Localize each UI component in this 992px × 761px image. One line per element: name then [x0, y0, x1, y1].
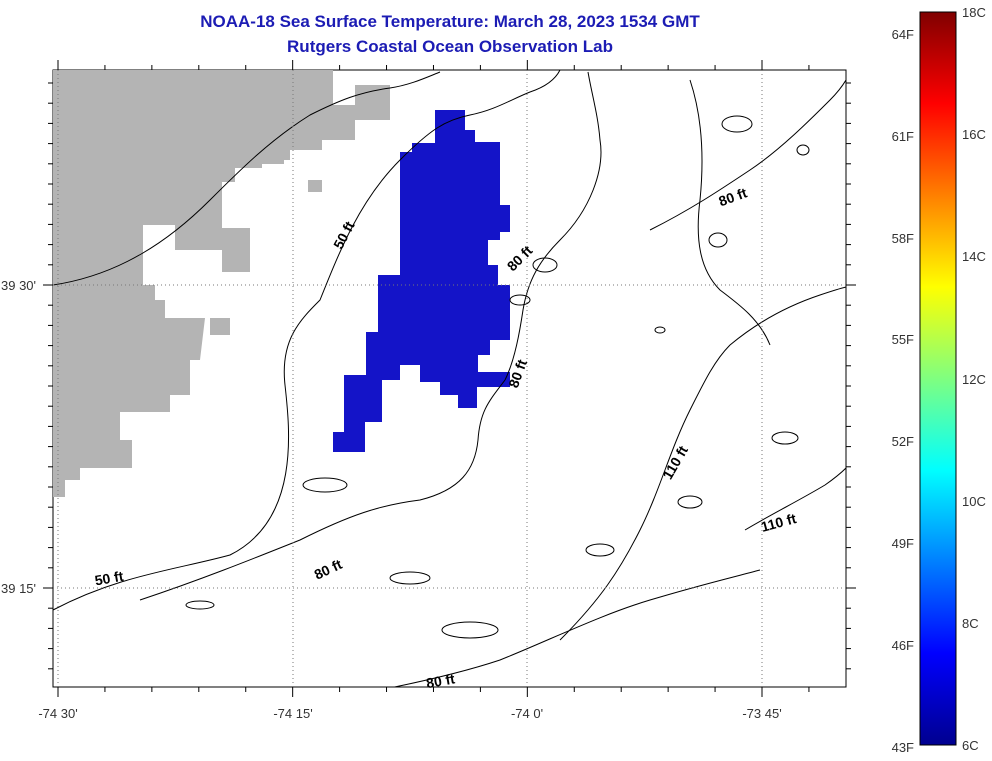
- colorbar-f-label: 58F: [892, 231, 914, 246]
- colorbar-c-labels: 18C 16C 14C 12C 10C 8C 6C: [962, 5, 986, 753]
- contour-island: [654, 326, 666, 334]
- lon-label: -74 30': [38, 706, 77, 721]
- map-subtitle: Rutgers Coastal Ocean Observation Lab: [287, 37, 613, 56]
- contour-island: [721, 115, 753, 133]
- lon-label: -74 0': [511, 706, 543, 721]
- land-island: [95, 328, 165, 410]
- lat-axis-labels: 39 30' 39 15': [1, 278, 36, 596]
- lat-label: 39 30': [1, 278, 36, 293]
- contour-island: [302, 477, 348, 493]
- lon-axis-labels: -74 30' -74 15' -74 0' -73 45': [38, 706, 781, 721]
- contour-island: [585, 543, 615, 557]
- lat-label: 39 15': [1, 581, 36, 596]
- colorbar-f-label: 55F: [892, 332, 914, 347]
- contour-island: [532, 257, 558, 273]
- contour-island: [708, 232, 728, 248]
- land-fragment: [262, 150, 284, 164]
- contour-line-deep: [689, 79, 771, 346]
- graticule: [53, 70, 846, 687]
- contour-island: [796, 144, 810, 156]
- temperature-colorbar: [919, 11, 957, 746]
- lon-label: -74 15': [273, 706, 312, 721]
- colorbar-f-label: 52F: [892, 434, 914, 449]
- colorbar-c-label: 8C: [962, 616, 979, 631]
- colorbar-c-label: 6C: [962, 738, 979, 753]
- colorbar-c-label: 10C: [962, 494, 986, 509]
- contour-island: [389, 571, 431, 585]
- sst-patch: [333, 110, 510, 452]
- contour-island: [185, 600, 215, 610]
- colorbar-f-label: 49F: [892, 536, 914, 551]
- land-fragment: [308, 180, 322, 192]
- contour-line-50ft: [53, 71, 441, 286]
- contour-island: [771, 431, 799, 445]
- colorbar-f-label: 61F: [892, 129, 914, 144]
- map-title: NOAA-18 Sea Surface Temperature: March 2…: [200, 12, 700, 31]
- contour-line-110ft: [744, 467, 846, 531]
- contour-label-50ft: 50 ft: [93, 568, 124, 589]
- colorbar-c-label: 14C: [962, 249, 986, 264]
- contour-island: [677, 495, 703, 509]
- contour-line-110ft: [559, 286, 846, 641]
- colorbar-f-label: 46F: [892, 638, 914, 653]
- contour-label-80ft: 80 ft: [425, 670, 456, 691]
- lon-label: -73 45': [742, 706, 781, 721]
- contour-line-80ft: [139, 71, 602, 601]
- colorbar-c-label: 12C: [962, 372, 986, 387]
- colorbar-c-label: 18C: [962, 5, 986, 20]
- colorbar-f-labels: 64F 61F 58F 55F 52F 49F 46F 43F: [892, 27, 914, 755]
- contour-line-50ft: [53, 70, 561, 611]
- contour-island: [441, 621, 499, 639]
- colorbar-f-label: 64F: [892, 27, 914, 42]
- axis-ticks: [43, 60, 856, 697]
- colorbar-f-label: 43F: [892, 740, 914, 755]
- colorbar-c-label: 16C: [962, 127, 986, 142]
- contour-island: [509, 294, 531, 306]
